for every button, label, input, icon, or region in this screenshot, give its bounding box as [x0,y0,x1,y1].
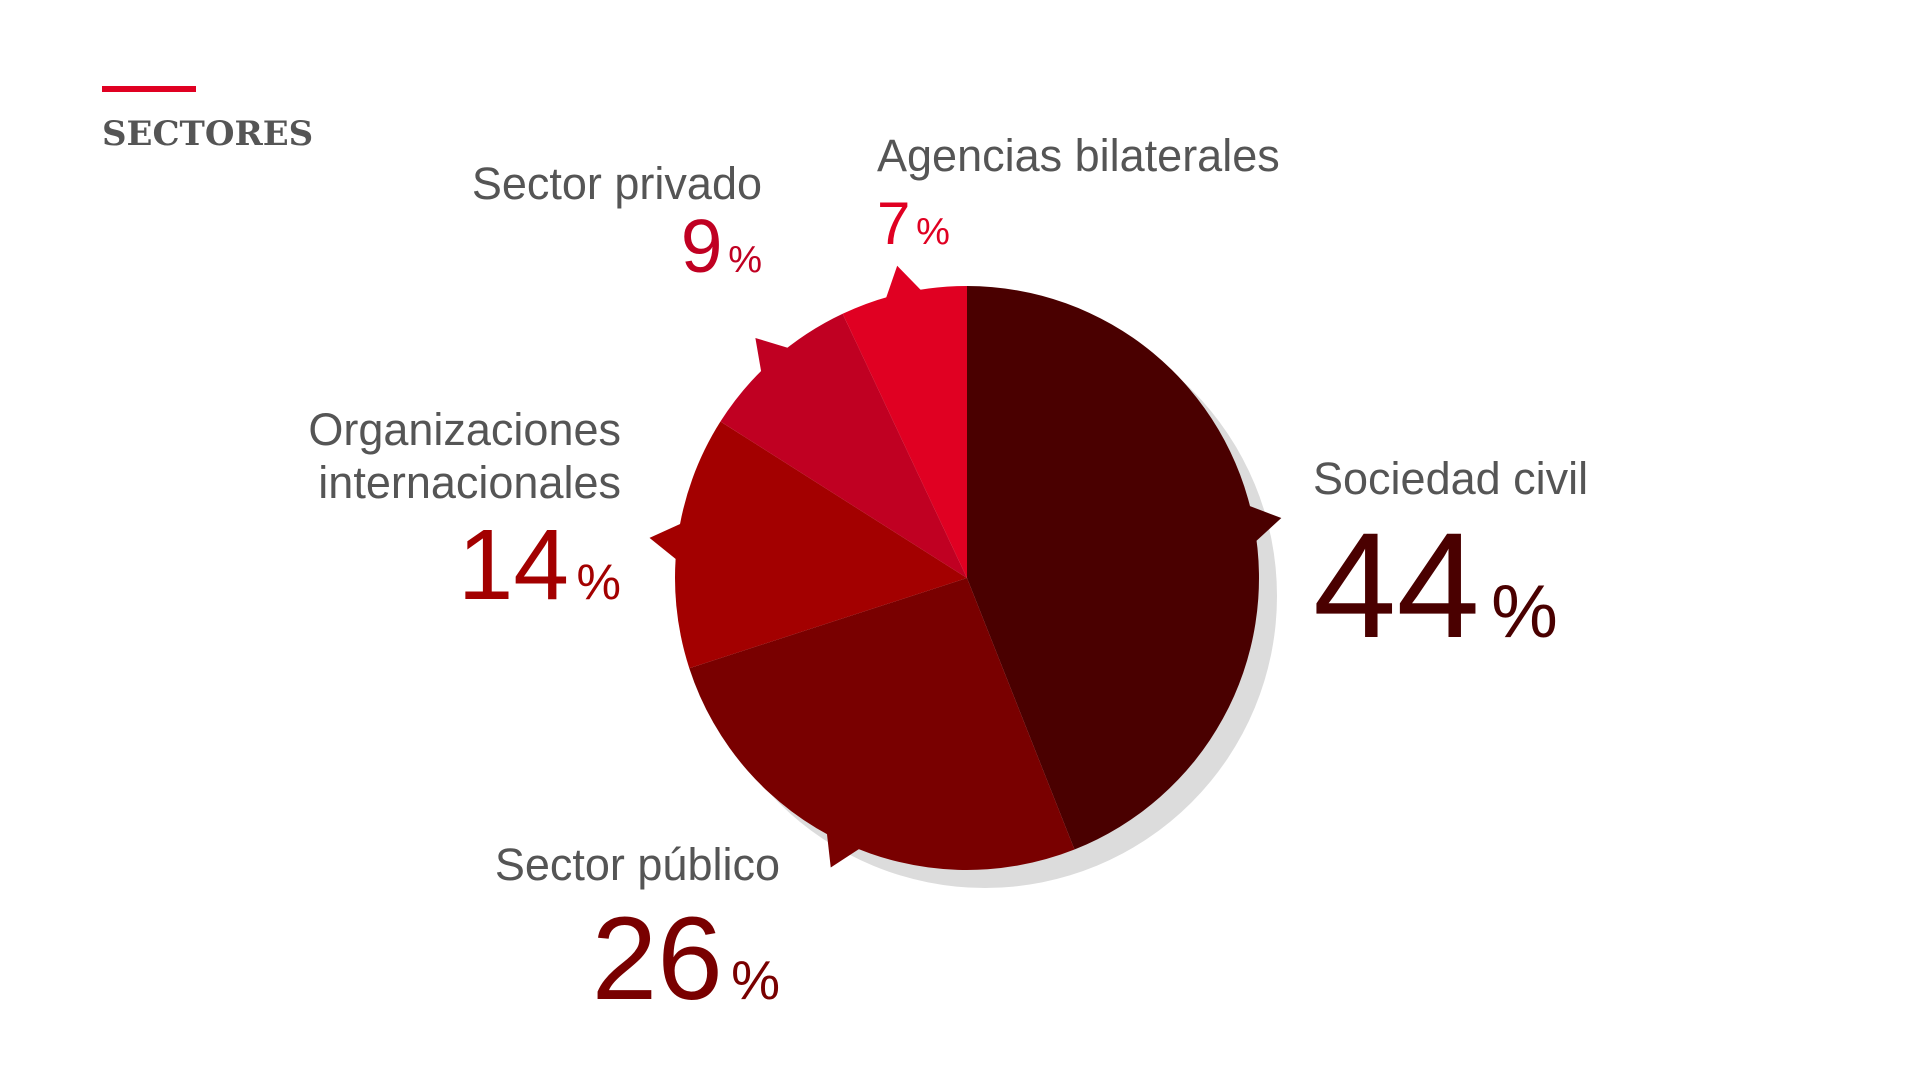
value-unit: % [728,239,762,281]
chart-title: SECTORES [102,114,314,154]
value-unit: % [731,949,780,1011]
value-number: 26 [591,893,723,1025]
value-number: 44 [1313,501,1480,669]
pie-slice [842,286,967,578]
value-unit: % [576,554,621,610]
value-number: 9 [680,204,723,288]
value-number: 14 [457,509,570,621]
slice-label: Sector privado [471,158,762,209]
title-rule [102,86,196,92]
slice-pointer [649,522,685,562]
value-unit: % [1491,569,1558,653]
slice-label: Sociedad civil [1313,453,1589,504]
value-label: 9% [681,209,762,284]
pie-slice [720,313,967,578]
pie-slice [675,421,967,669]
value-number: 7 [877,190,911,257]
slice-pointer [755,337,793,376]
slice-pointer [826,829,863,868]
value-label: 14% [458,515,621,615]
value-label: 7% [877,194,950,254]
pie-slice [689,578,1075,870]
value-unit: % [916,211,950,253]
value-label: 44% [1313,510,1558,660]
slice-label: Sector público [494,839,780,890]
value-label: 26% [592,900,780,1018]
slice-label: Agencias bilaterales [877,130,1280,181]
pie-slice [967,286,1259,850]
slice-label: Organizaciones internacionales [308,404,621,508]
